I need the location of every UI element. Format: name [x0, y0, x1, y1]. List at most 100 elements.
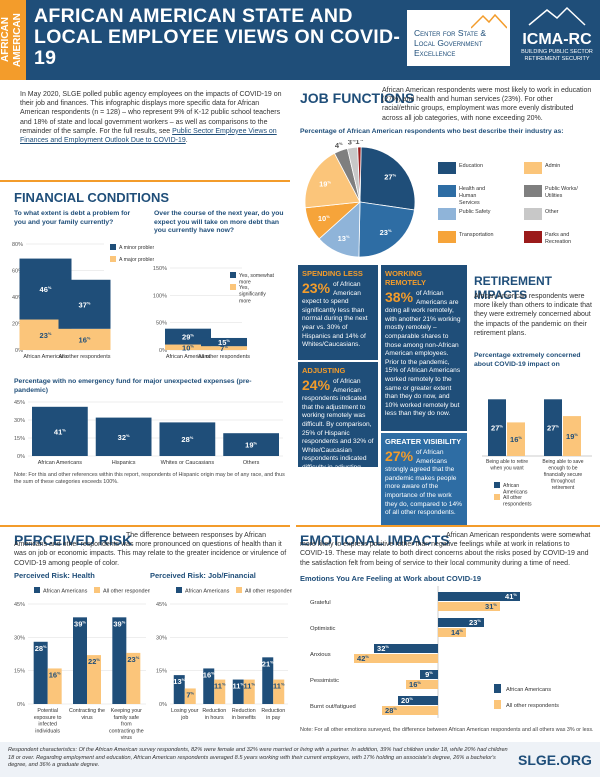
legend-swatch [110, 244, 116, 250]
data-label: 13% [173, 677, 185, 686]
bar [262, 657, 274, 704]
data-label: 7% [186, 690, 194, 699]
legend-label: Admin [545, 163, 560, 169]
visibility-box: GREATER VISIBILITY 27% of African America… [381, 433, 467, 525]
tick-label: 45% [14, 602, 25, 608]
slge-logo: Center for State & Local Government Exce… [406, 9, 511, 67]
tick-label: 150% [153, 266, 167, 272]
legend-label: more [239, 280, 251, 286]
tick-label: 0% [15, 348, 23, 354]
legend-label: Education [459, 163, 483, 169]
intro-link-prefix: For the full results, see [99, 127, 171, 135]
bar [126, 652, 141, 704]
category-label: All other respondents [59, 354, 111, 360]
retirement-chart-title: Percentage extremely concerned about COV… [474, 352, 581, 368]
legend-swatch [438, 208, 456, 220]
retirement-text: African American respondents were more l… [474, 293, 592, 337]
legend-label: All other respondents [245, 589, 292, 595]
bar [87, 655, 101, 704]
mountain-icon [528, 6, 586, 26]
bar [354, 654, 438, 663]
data-label: 29% [182, 333, 194, 342]
bar [438, 602, 500, 611]
data-label: 16% [203, 670, 215, 679]
data-label: 11% [233, 682, 245, 691]
data-label: 19% [566, 432, 578, 441]
legend-label: Health and [459, 186, 485, 192]
legend-swatch [94, 587, 100, 593]
legend-swatch [438, 185, 456, 197]
page-title: AFRICAN AMERICAN STATE AND LOCAL EMPLOYE… [34, 5, 401, 69]
bar [203, 668, 215, 704]
data-label: 11% [214, 682, 226, 691]
footer [0, 742, 600, 777]
legend-swatch [494, 700, 501, 709]
bar [58, 328, 111, 350]
icmarc-tagline: BUILDING PUBLIC SECTOR RETIREMENT SECURI… [521, 49, 593, 62]
legend-swatch [524, 208, 542, 220]
tick-label: 15% [156, 669, 167, 675]
adjusting-box: ADJUSTING 24% of African American respond… [298, 362, 378, 471]
pie-slice [359, 146, 416, 211]
category-label: Being able to retire [486, 459, 528, 465]
tick-label: 80% [12, 242, 23, 248]
data-label: 37% [79, 300, 91, 309]
legend-swatch [524, 162, 542, 174]
data-label: 42% [357, 654, 369, 663]
data-label: 10% [318, 214, 330, 223]
job-title: JOB FUNCTIONS [300, 90, 415, 106]
data-label: 41% [505, 592, 517, 601]
category-label: All other respondents [198, 354, 250, 360]
data-label: 21% [262, 659, 274, 668]
bar [438, 592, 520, 601]
icmarc-logo: ICMA-RC BUILDING PUBLIC SECTOR RETIREMEN… [518, 6, 596, 74]
legend-swatch [230, 272, 236, 278]
legend-label: All other respondents [103, 589, 150, 595]
category-label: from [121, 722, 132, 728]
risk-job-title: Perceived Risk: Job/Financial [150, 571, 256, 580]
legend-swatch [438, 231, 456, 243]
bar [243, 679, 255, 704]
more-debt-question: Over the course of the next year, do you… [154, 210, 284, 235]
tick-label: 45% [156, 602, 167, 608]
tick-label: 0% [159, 348, 167, 354]
legend-label: A minor problem [119, 245, 154, 251]
adjusting-text: of African American respondents indicate… [302, 378, 374, 471]
category-label: African Americans [38, 460, 83, 466]
bar [201, 346, 247, 350]
bar [165, 344, 211, 350]
legend-label: Yes, somewhat [239, 273, 275, 279]
bar [544, 399, 562, 456]
legend-label: Americans [503, 490, 528, 496]
legend-label: Recreation [545, 239, 571, 245]
legend-swatch [524, 231, 542, 243]
data-label: 11% [244, 682, 256, 691]
category-label: Hispanics [112, 460, 136, 466]
spending-title: SPENDING LESS [302, 269, 363, 278]
data-label: 23% [469, 618, 481, 627]
bar [184, 688, 196, 704]
bar [58, 279, 111, 329]
data-label: 20% [401, 696, 413, 705]
data-label: 9% [425, 670, 433, 679]
legend-swatch [34, 587, 40, 593]
category-label: virus [81, 715, 93, 721]
legend-swatch [524, 185, 542, 197]
legend-label: Utilities [545, 193, 563, 199]
debt-chart: 0% 20% 40% 60% 80% 23% 46% African Americans 16%… [12, 242, 154, 360]
data-label: 28% [181, 435, 193, 444]
category-label: when you want [490, 466, 524, 472]
site-link[interactable]: SLGE.ORG [518, 752, 592, 768]
data-label: 27% [491, 424, 503, 433]
category-label: job [180, 715, 188, 721]
intro-link-suffix: . [185, 137, 188, 145]
financial-title: FINANCIAL CONDITIONS [14, 190, 170, 205]
legend-swatch [230, 284, 236, 290]
report-link[interactable]: Public Sector Employee Views on Finances… [20, 127, 277, 145]
category-label: Whites or Caucasians [161, 460, 215, 466]
risk-health-chart: African Americans All other respondents 0%… [14, 587, 150, 741]
financial-note: Note: For this and other references with… [14, 472, 285, 485]
data-label: 11% [273, 682, 285, 691]
adjusting-title: ADJUSTING [302, 366, 346, 375]
category-label: Potential [37, 708, 58, 714]
